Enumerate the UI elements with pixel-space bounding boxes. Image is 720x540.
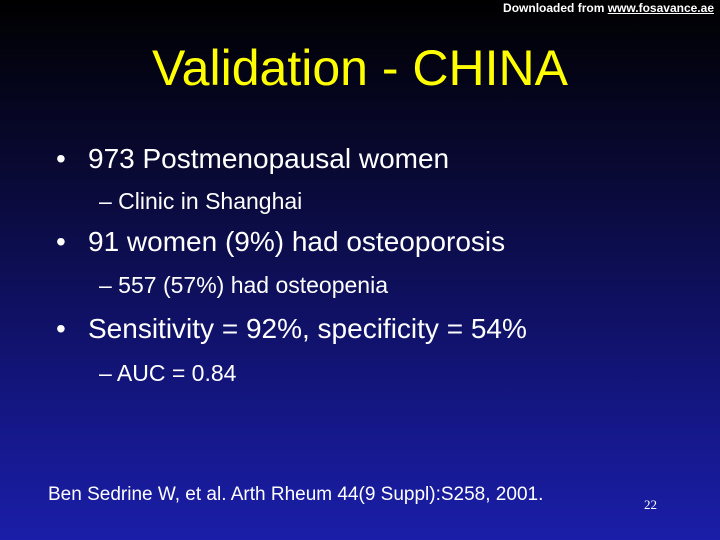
bullet-icon: • bbox=[56, 226, 66, 257]
source-link[interactable]: www.fosavance.ae bbox=[607, 1, 714, 15]
bullet-text: 91 women (9%) had osteoporosis bbox=[88, 226, 506, 257]
bullet-text: 973 Postmenopausal women bbox=[88, 143, 450, 174]
page-number: 22 bbox=[644, 497, 657, 512]
bullet-text: Sensitivity = 92%, specificity = 54% bbox=[88, 313, 527, 344]
sub-bullet-osteopenia: – 557 (57%) had osteopenia bbox=[99, 272, 388, 298]
slide-title: Validation - CHINA bbox=[152, 40, 568, 96]
bullet-item-participants: • 973 Postmenopausal women bbox=[56, 142, 449, 176]
bullet-icon: • bbox=[56, 143, 66, 174]
citation: Ben Sedrine W, et al. Arth Rheum 44(9 Su… bbox=[48, 484, 544, 505]
sub-bullet-auc: – AUC = 0.84 bbox=[99, 360, 237, 386]
download-source-note: Downloaded from www.fosavance.ae bbox=[503, 1, 714, 15]
bullet-item-sensitivity: • Sensitivity = 92%, specificity = 54% bbox=[56, 312, 527, 346]
sub-bullet-clinic: – Clinic in Shanghai bbox=[99, 188, 303, 214]
download-prefix: Downloaded from bbox=[503, 1, 608, 15]
bullet-item-osteoporosis: • 91 women (9%) had osteoporosis bbox=[56, 225, 505, 259]
bullet-icon: • bbox=[56, 313, 66, 344]
